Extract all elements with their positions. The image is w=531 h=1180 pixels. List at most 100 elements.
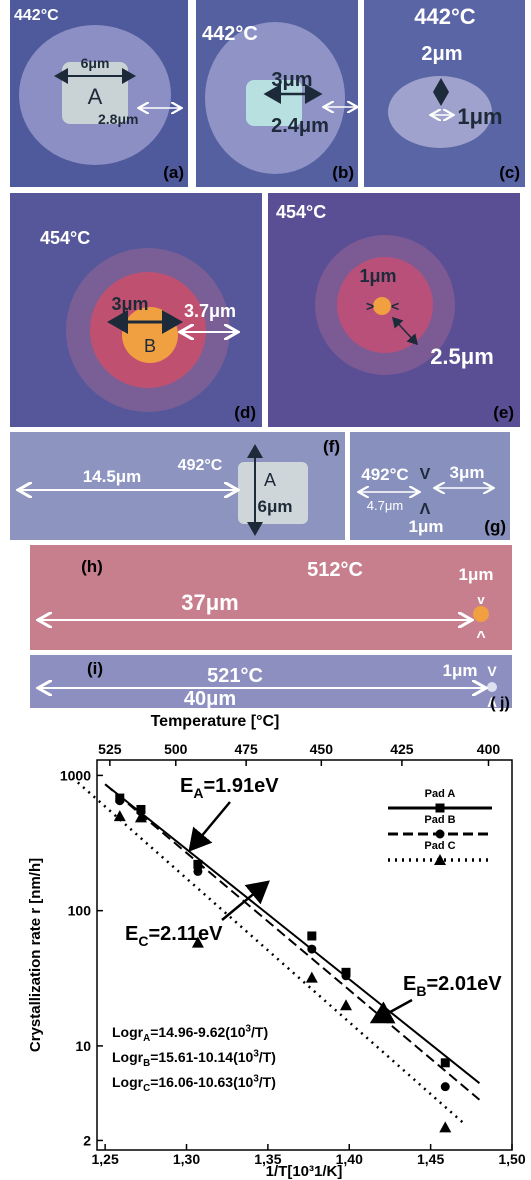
panel-label: (a) [163,163,184,182]
panel-f: 14.5μm 492°C A 6μm (f) [10,432,345,540]
annotation-part: Logr [112,1049,144,1065]
point [342,971,351,980]
temperature: 521°C [207,665,263,687]
marker-glyph: < [391,298,399,314]
annotation: LogrA=14.96-9.62(103/T) [112,1023,268,1044]
size-label: 1μm [457,104,502,129]
top-tick-label: 475 [234,741,258,757]
size-label: 6μm [81,55,110,71]
annotation-part: E [180,775,193,797]
annotation: LogrB=15.61-10.14(103/T) [112,1048,276,1069]
panel-i: V Λ (i) 521°C 1μm 40μm [30,655,512,710]
panel-label: (f) [323,437,340,456]
panel-label: (c) [499,163,520,182]
size-label: 2μm [421,43,462,65]
top-tick-label: 525 [98,741,122,757]
annotation-part: C [143,1083,150,1094]
panel-h: v ^ (h) 512°C 1μm 37μm [30,545,512,650]
temperature: 442°C [14,7,59,24]
temperature: 454°C [40,228,90,248]
annotation-part: E [403,973,416,995]
annotation-part: =16.06-10.63(10 [150,1074,253,1090]
temperature: 492°C [361,465,408,484]
x-tick-label: 1,25 [92,1151,119,1167]
top-tick-label: 500 [164,741,188,757]
point [193,867,202,876]
legend-marker [436,830,445,839]
pad-label: A [264,470,276,490]
annotation-part: =1.91eV [203,775,279,797]
annotation-part: B [416,983,426,999]
point [306,972,318,983]
top-axis-title: Temperature [°C] [151,713,280,730]
point [439,1121,451,1132]
annotation: EA=1.91eV [180,775,279,801]
annotation-part: Logr [112,1024,144,1040]
size-label: 1μm [459,565,494,584]
y-tick-label: 10 [75,1038,91,1054]
marker-glyph: ^ [476,629,485,646]
panel-g: V Λ 492°C 3μm 4.7μm 1μm (g) [350,432,510,540]
panel-label: (d) [234,403,256,422]
annotation-part: E [125,923,138,945]
top-tick-label: 425 [390,741,414,757]
pad-label: B [144,336,156,356]
point [115,796,124,805]
annotation-part: /T) [259,1074,276,1090]
x-tick-label: 1,50 [498,1151,525,1167]
x-tick-label: 1,30 [173,1151,200,1167]
annotation-part: Logr [112,1074,144,1090]
panel-label: (g) [484,517,506,536]
annotation-part: =2.11eV [148,923,223,945]
size-label: 3.7μm [184,301,236,321]
annotation: EC=2.11eV [125,923,223,949]
annotation-part: A [143,1033,150,1044]
fit-line [73,778,464,1123]
annotation-part: =14.96-9.62(10 [150,1024,246,1040]
panel-d: 454°C 3μm B 3.7μm (d) [10,193,262,427]
size-label: 14.5μm [83,467,142,486]
size-label: 3μm [271,69,312,91]
panel-label: (i) [87,659,103,678]
temperature: 454°C [276,202,326,222]
legend-label: Pad A [425,788,456,800]
annotation-part: C [138,933,148,949]
annotation-part: B [143,1058,150,1069]
annotation-part: =15.61-10.14(10 [150,1049,253,1065]
size-label: 3μm [450,463,485,482]
y-axis-title: Crystallization rate r [nm/h] [27,858,44,1052]
panel-label: ( j) [490,695,510,712]
marker-glyph: > [366,298,374,314]
temperature: 512°C [307,559,363,581]
size-label: 2.4μm [271,115,329,137]
marker-glyph: Λ [420,501,431,518]
point [307,945,316,954]
temperature: 492°C [178,457,223,474]
temperature: 442°C [414,4,476,29]
point [307,931,316,940]
point [340,999,352,1010]
panel-e: > < 454°C 1μm 2.5μm (e) [268,193,520,427]
size-label: 37μm [181,590,239,615]
size-label: 1μm [409,517,444,536]
temperature: 442°C [202,23,258,45]
y-tick-label: 100 [68,903,92,919]
annotation-part: A [193,785,203,801]
panel-c: 442°C 2μm 1μm (c) [364,0,525,187]
chart: ( j) Temperature [°C] 1/T[10³1/K] Crysta… [27,695,526,1180]
y-tick-label: 2 [83,1132,91,1148]
marker-glyph: V [420,466,431,483]
point [441,1082,450,1091]
point [441,1058,450,1067]
annotation: EB=2.01eV [403,973,502,999]
top-tick-label: 450 [310,741,334,757]
size-label: 3μm [111,294,148,314]
annotation-part: =2.01eV [426,973,502,995]
panel-b: 442°C 3μm 2.4μm (b) [196,0,358,187]
legend-label: Pad B [424,814,455,826]
legend-marker [436,804,445,813]
top-tick-label: 400 [477,741,501,757]
marker-glyph: V [487,663,497,679]
pad-label: A [88,84,103,109]
annotation: LogrC=16.06-10.63(103/T) [112,1073,276,1094]
